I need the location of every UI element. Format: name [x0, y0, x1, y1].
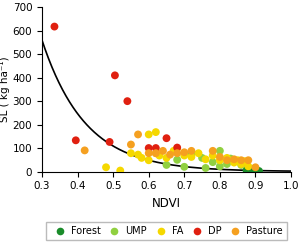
- Point: [157, 154, 162, 158]
- Point: [253, 165, 258, 169]
- Point: [210, 149, 215, 153]
- Point: [146, 158, 151, 162]
- Point: [250, 169, 254, 172]
- Point: [245, 167, 250, 171]
- Legend: Forest, UMP, FA, DP, Pasture: Forest, UMP, FA, DP, Pasture: [46, 222, 287, 240]
- Point: [218, 158, 222, 162]
- Point: [182, 150, 187, 154]
- Point: [218, 155, 222, 159]
- Point: [189, 152, 194, 156]
- Point: [164, 156, 169, 160]
- Point: [210, 160, 215, 164]
- Point: [146, 146, 151, 150]
- Point: [247, 169, 251, 173]
- Point: [239, 158, 244, 162]
- Point: [136, 133, 140, 136]
- Point: [175, 146, 180, 149]
- Point: [228, 157, 233, 160]
- Point: [200, 156, 205, 160]
- Point: [153, 146, 158, 150]
- Point: [146, 133, 151, 136]
- Point: [175, 158, 180, 162]
- Point: [246, 158, 251, 162]
- Point: [112, 74, 117, 77]
- Point: [82, 148, 87, 152]
- Point: [189, 155, 194, 159]
- Point: [242, 159, 247, 163]
- Point: [232, 161, 236, 165]
- Point: [128, 143, 133, 147]
- Point: [218, 149, 222, 153]
- Point: [139, 156, 144, 160]
- Point: [252, 168, 257, 172]
- Point: [175, 147, 180, 150]
- Point: [196, 151, 201, 155]
- Point: [203, 166, 208, 170]
- Y-axis label: SL ( kg ha⁻¹): SL ( kg ha⁻¹): [0, 57, 10, 122]
- Point: [210, 154, 215, 158]
- Point: [136, 153, 140, 157]
- Point: [118, 169, 123, 172]
- Point: [239, 162, 244, 166]
- Point: [103, 165, 108, 169]
- Point: [182, 154, 187, 158]
- Point: [153, 151, 158, 155]
- Point: [225, 162, 230, 166]
- Point: [251, 167, 256, 171]
- Point: [203, 157, 208, 161]
- Point: [128, 151, 133, 155]
- Point: [153, 151, 158, 155]
- Point: [153, 130, 158, 134]
- Point: [107, 140, 112, 144]
- Point: [232, 157, 236, 161]
- Point: [175, 151, 180, 155]
- Point: [225, 156, 230, 160]
- Point: [218, 164, 222, 168]
- Point: [146, 151, 151, 155]
- Point: [164, 163, 169, 167]
- Point: [164, 136, 169, 140]
- Point: [235, 158, 240, 162]
- Point: [74, 138, 78, 142]
- Point: [52, 24, 57, 28]
- Point: [189, 149, 194, 153]
- X-axis label: NDVI: NDVI: [152, 197, 181, 210]
- Point: [244, 168, 249, 172]
- Point: [125, 99, 130, 103]
- Point: [250, 168, 255, 172]
- Point: [255, 169, 260, 173]
- Point: [239, 163, 244, 167]
- Point: [232, 159, 236, 163]
- Point: [246, 164, 251, 168]
- Point: [171, 149, 176, 153]
- Point: [256, 169, 261, 173]
- Point: [182, 165, 187, 169]
- Point: [225, 158, 230, 162]
- Point: [168, 153, 172, 157]
- Point: [160, 149, 165, 153]
